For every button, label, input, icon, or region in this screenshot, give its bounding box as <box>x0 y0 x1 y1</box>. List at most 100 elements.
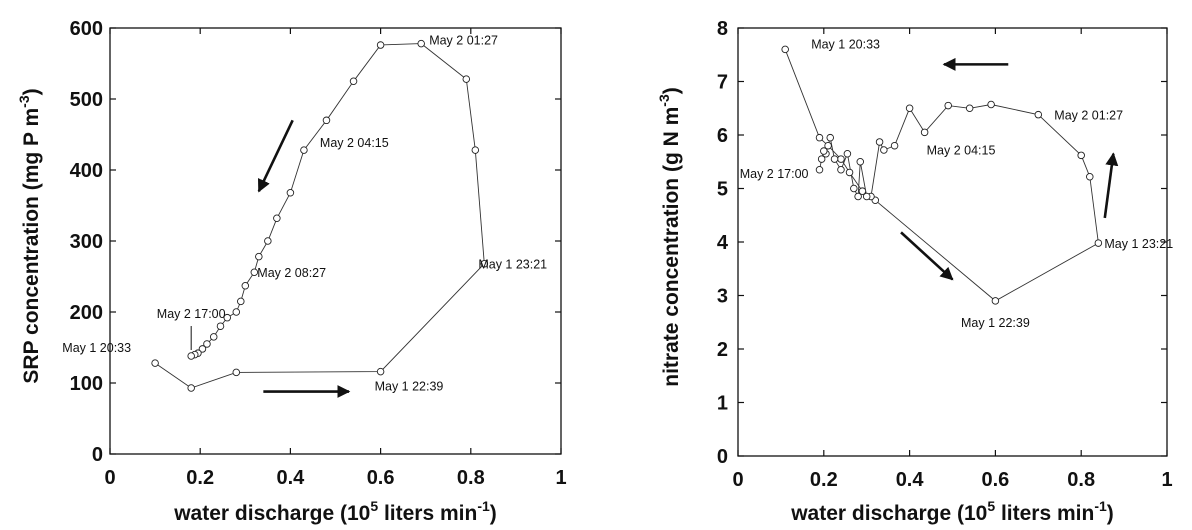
y-axis-label-sup: -3 <box>16 95 32 108</box>
data-point <box>255 252 263 261</box>
data-point <box>843 149 852 158</box>
plot-frame <box>737 27 1168 457</box>
x-tick-label: 0.8 <box>1067 469 1095 491</box>
y-tick-label: 100 <box>70 373 103 395</box>
y-tick-label: 0 <box>92 444 103 466</box>
x-axis-label-text: ) <box>490 502 497 525</box>
data-point <box>241 281 250 290</box>
y-tick-label: 4 <box>717 232 729 254</box>
direction-arrow <box>1103 152 1119 219</box>
x-tick-label: 0.6 <box>981 469 1009 491</box>
data-point <box>781 45 789 54</box>
data-point <box>965 104 974 112</box>
data-point <box>826 133 834 142</box>
y-tick-label: 400 <box>70 160 103 182</box>
x-tick-label: 0.4 <box>276 467 305 489</box>
data-point <box>1094 239 1103 247</box>
x-axis-label: water discharge (105 liters min-1) <box>173 498 497 525</box>
data-point <box>856 157 865 166</box>
data-point <box>187 352 195 360</box>
y-axis-label-text: ) <box>660 87 683 94</box>
annotation-label: May 2 04:15 <box>320 136 389 150</box>
data-point <box>462 75 471 83</box>
x-axis-label-text: liters min <box>995 502 1094 525</box>
y-axis-label-sup: -3 <box>656 94 672 107</box>
x-tick-label: 0.8 <box>457 467 485 489</box>
data-point <box>209 333 218 341</box>
data-point <box>198 345 207 353</box>
y-tick-label: 300 <box>70 231 103 253</box>
x-tick-label: 0 <box>104 467 115 489</box>
data-point <box>250 268 259 276</box>
data-point <box>349 77 358 85</box>
data-point <box>480 259 489 268</box>
x-axis-label-text: water discharge (10 <box>790 502 987 525</box>
data-point <box>920 128 929 137</box>
chart-panel-1: 0 100 200 300 400 500 600 0 0.2 0.4 0.6 0.8 1 water d… <box>16 18 567 525</box>
y-axis-label: nitrate concentration (g N m-3) <box>656 87 683 386</box>
data-point <box>850 184 858 193</box>
y-tick-label: 200 <box>70 302 103 324</box>
series-line <box>784 49 1099 302</box>
data-point <box>376 41 385 49</box>
annotation-label: May 2 04:15 <box>927 143 996 157</box>
x-axis-label-sup: -1 <box>1094 498 1107 514</box>
x-axis-label-sup: -1 <box>477 498 490 514</box>
annotation-label: May 1 20:33 <box>62 341 131 355</box>
annotation-label: May 2 08:27 <box>257 266 326 280</box>
x-tick-label: 1 <box>555 467 566 489</box>
data-point <box>817 155 826 163</box>
data-point <box>845 168 854 177</box>
data-point <box>322 116 331 125</box>
y-axis-label-text: nitrate concentration (g N m <box>660 107 683 387</box>
x-tick-label: 0.2 <box>186 467 214 489</box>
x-axis-label-sup: 5 <box>370 498 378 514</box>
data-point <box>875 138 884 146</box>
data-point <box>151 359 159 367</box>
y-tick-label: 600 <box>70 18 103 40</box>
y-axis-label-text: ) <box>20 88 43 95</box>
annotation-label: May 2 01:27 <box>429 34 498 48</box>
data-point <box>987 100 995 109</box>
annotation-label: May 1 20:33 <box>811 37 880 51</box>
data-point <box>471 146 480 154</box>
data-point <box>223 313 232 322</box>
y-tick-label: 8 <box>717 18 728 40</box>
x-tick-label: 0.6 <box>367 467 395 489</box>
y-tick-label: 0 <box>717 446 728 468</box>
data-point <box>1086 172 1094 181</box>
y-tick-label: 500 <box>70 89 103 111</box>
annotation-label: May 1 22:39 <box>375 380 444 394</box>
annotation-label: May 2 17:00 <box>157 307 226 321</box>
data-point <box>837 166 845 174</box>
y-axis-label: SRP concentration (mg P m-3) <box>16 88 43 383</box>
data-point <box>880 146 888 154</box>
data-point <box>815 133 824 142</box>
x-axis-label-text: liters min <box>378 502 477 525</box>
data-point <box>232 368 241 377</box>
data-point <box>376 367 385 376</box>
x-tick-label: 1 <box>1161 469 1172 491</box>
data-point <box>237 297 245 306</box>
data-point <box>837 155 845 163</box>
annotation-label: May 2 17:00 <box>740 167 809 181</box>
series-line <box>154 43 485 389</box>
y-tick-label: 6 <box>717 125 728 147</box>
y-tick-label: 7 <box>717 72 728 94</box>
data-point <box>815 166 824 174</box>
data-point <box>905 104 914 112</box>
direction-arrow <box>257 119 294 193</box>
data-point <box>854 192 862 201</box>
data-point <box>232 308 241 316</box>
y-tick-label: 3 <box>717 286 728 308</box>
data-point <box>187 384 195 392</box>
direction-arrow <box>900 231 954 281</box>
data-point <box>1034 110 1043 119</box>
data-point <box>824 141 832 150</box>
data-point <box>1077 151 1085 160</box>
annotation-label: May 2 01:27 <box>1054 109 1123 123</box>
x-tick-label: 0.4 <box>896 469 925 491</box>
x-axis-label-text: water discharge (10 <box>173 502 370 525</box>
x-axis-label: water discharge (105 liters min-1) <box>790 498 1114 525</box>
